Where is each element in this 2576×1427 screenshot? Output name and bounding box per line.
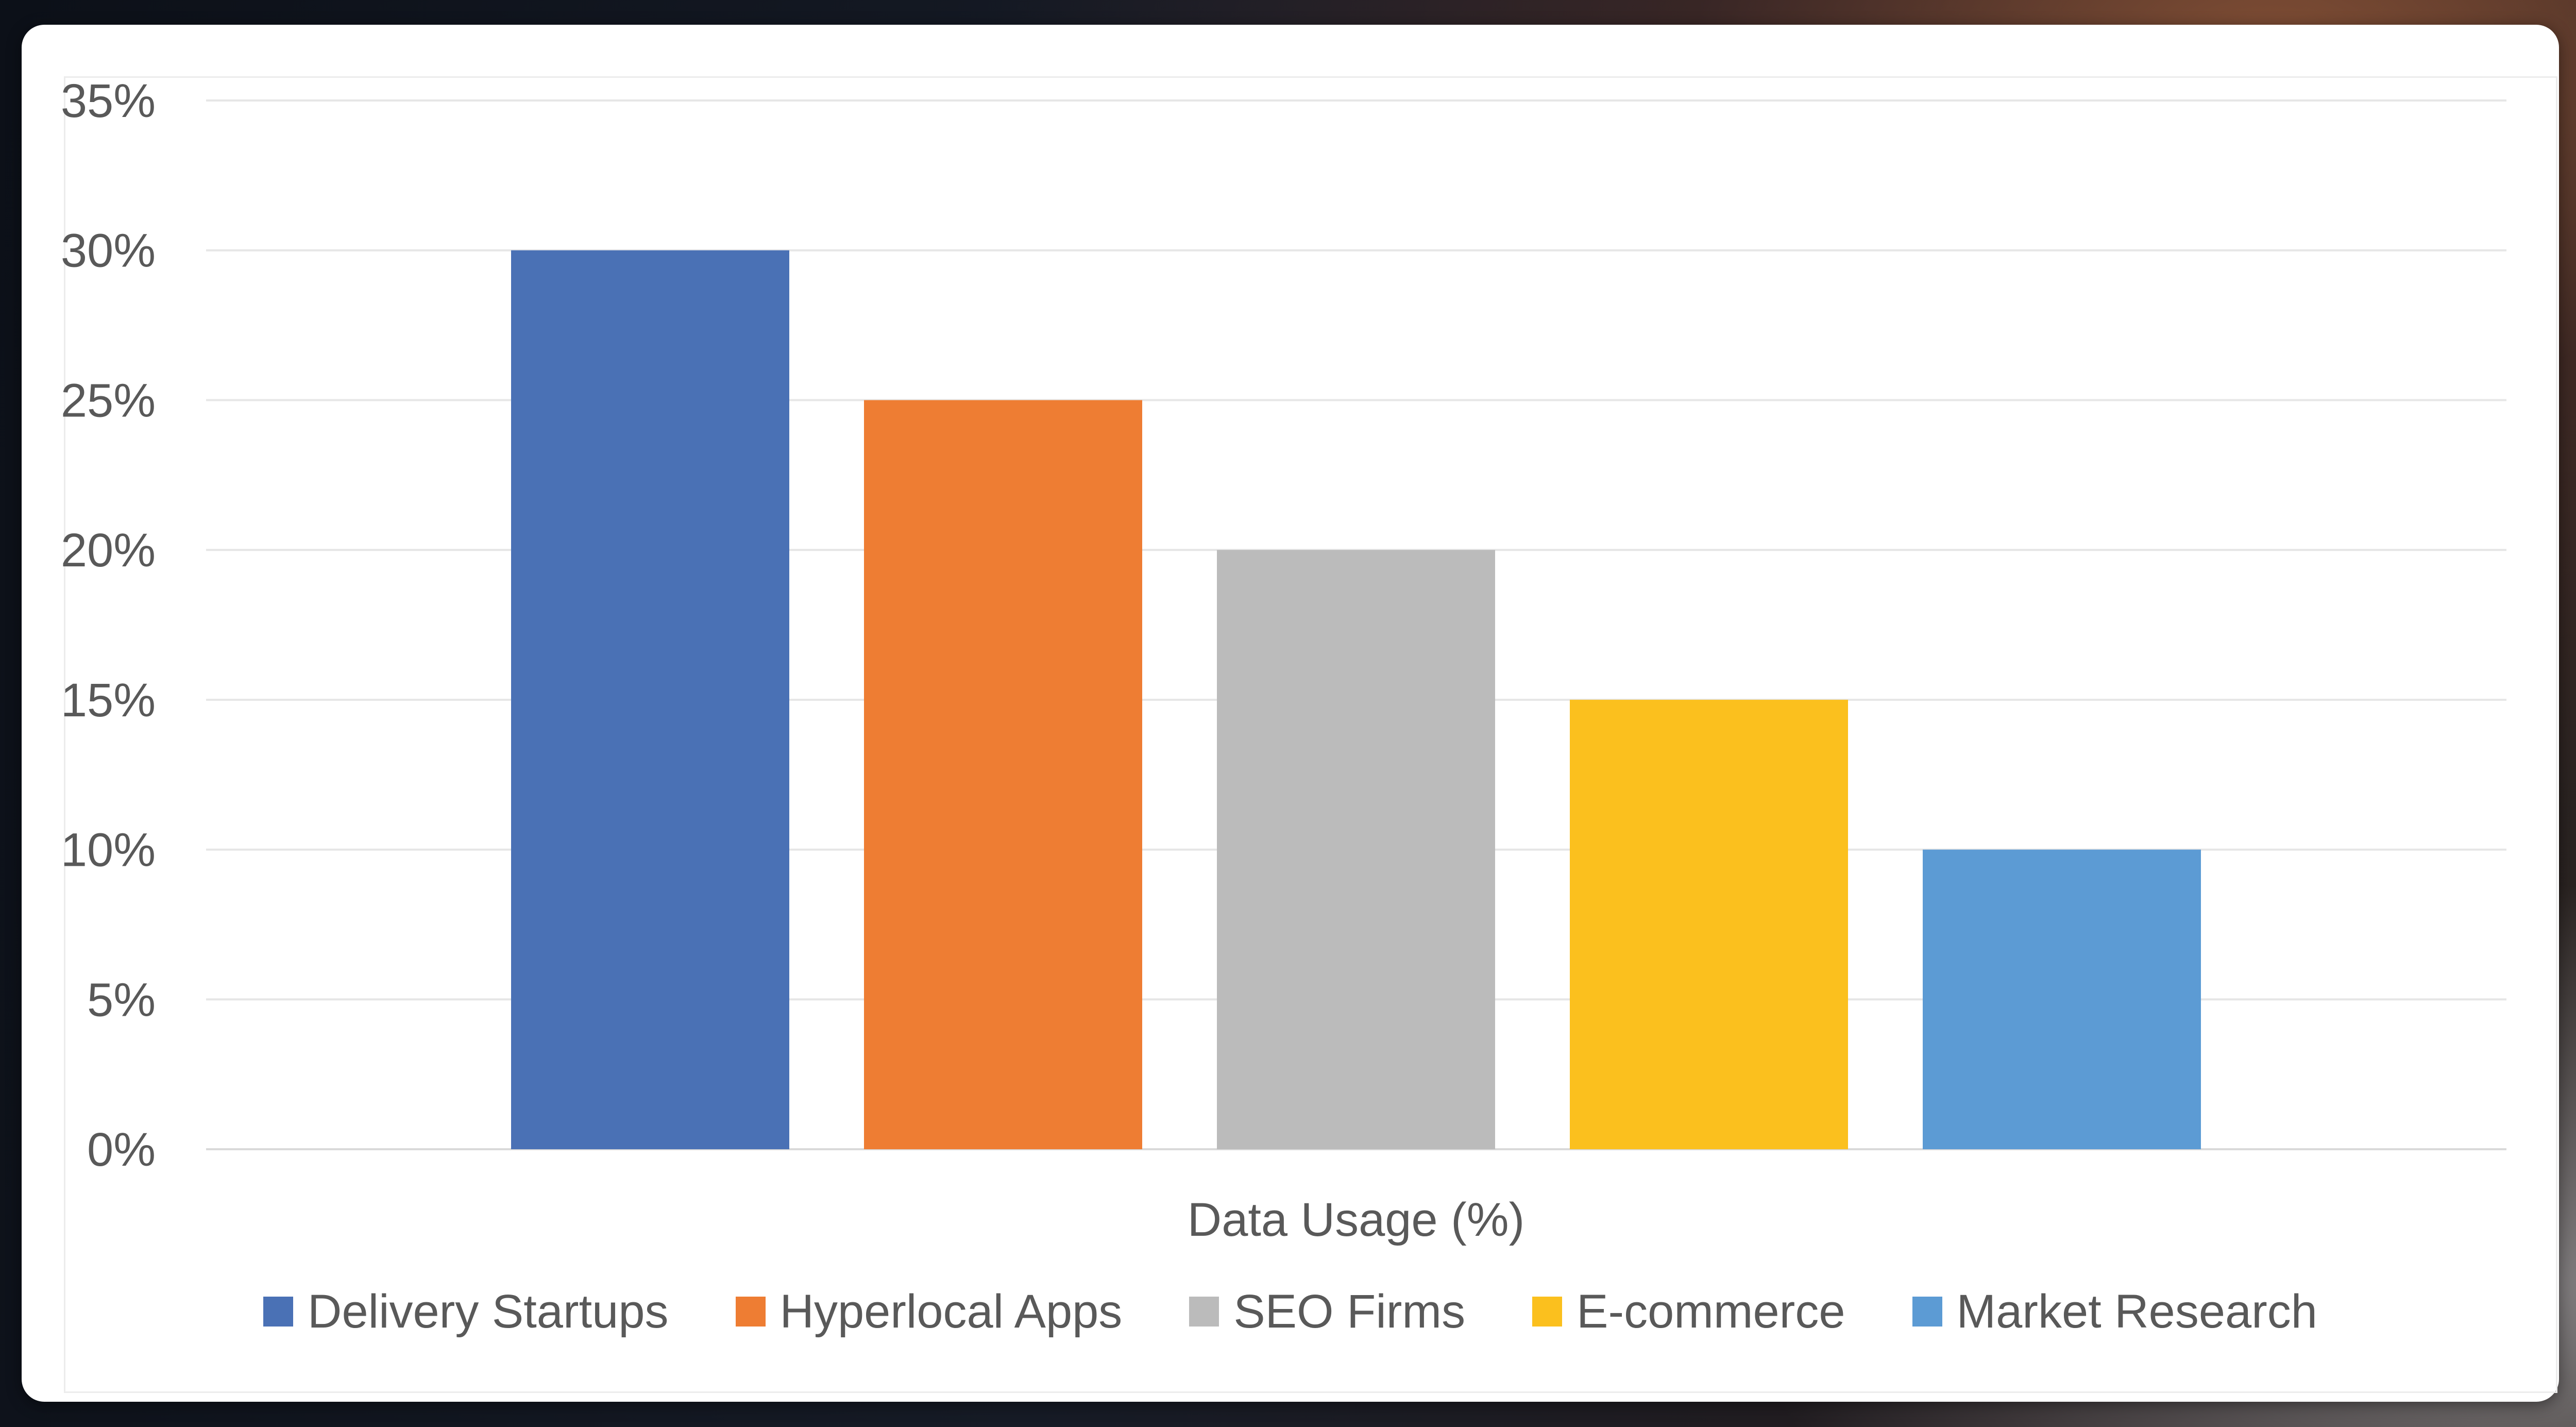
legend-swatch [735, 1297, 766, 1327]
y-axis-ticks: 0% 5% 10% 15% 20% 25% 30% 35% [61, 75, 156, 1176]
bar-delivery-startups [511, 250, 789, 1149]
x-axis-title: Data Usage (%) [1188, 1194, 1524, 1246]
bar-e-commerce [1570, 699, 1848, 1149]
bar-seo-firms [1217, 550, 1495, 1149]
legend-label: E-commerce [1577, 1285, 1845, 1338]
legend-label: Hyperlocal Apps [779, 1285, 1123, 1338]
legend-item: Delivery Startups [263, 1285, 669, 1339]
legend-swatch [1189, 1297, 1219, 1327]
legend-label: Delivery Startups [308, 1285, 669, 1338]
legend-swatch [1532, 1297, 1563, 1327]
legend-swatch [263, 1297, 294, 1327]
bar-market-research [1923, 849, 2201, 1149]
legend-item: E-commerce [1532, 1285, 1845, 1339]
bars [511, 250, 2201, 1149]
bar-hyperlocal-apps [864, 400, 1142, 1149]
legend-item: Market Research [1912, 1285, 2317, 1339]
y-tick-label: 10% [61, 824, 156, 877]
y-tick-label: 30% [61, 225, 156, 277]
y-tick-label: 0% [87, 1123, 156, 1176]
y-tick-label: 20% [61, 524, 156, 577]
y-tick-label: 15% [61, 674, 156, 727]
chart-frame [64, 76, 2557, 1393]
y-tick-label: 35% [61, 75, 156, 127]
legend-item: SEO Firms [1189, 1285, 1465, 1339]
legend: Delivery Startups Hyperlocal Apps SEO Firm… [0, 1283, 2576, 1340]
legend-item: Hyperlocal Apps [735, 1285, 1123, 1339]
legend-swatch [1912, 1297, 1942, 1327]
legend-label: Market Research [1956, 1285, 2317, 1338]
y-tick-label: 5% [87, 973, 156, 1026]
legend-label: SEO Firms [1233, 1285, 1466, 1338]
y-tick-label: 25% [61, 374, 156, 427]
